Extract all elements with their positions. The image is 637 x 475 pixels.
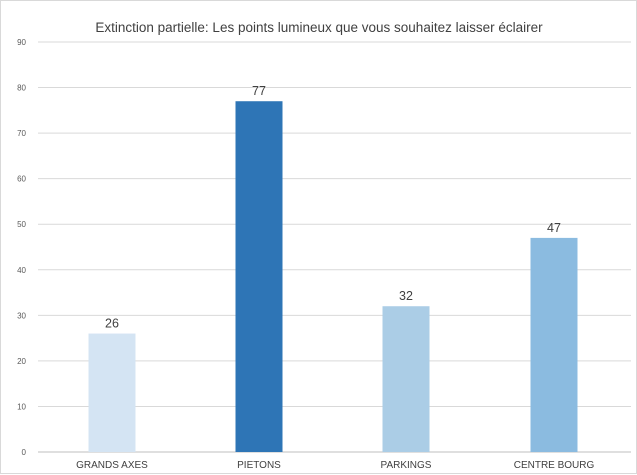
- data-label: 47: [547, 221, 561, 235]
- bar-centre-bourg: [531, 238, 578, 452]
- x-axis-ticks: GRANDS AXES PIETONS PARKINGS CENTRE BOURG: [76, 460, 594, 471]
- y-tick-label: 20: [17, 357, 26, 366]
- y-tick-label: 60: [17, 175, 26, 184]
- data-label: 26: [105, 317, 119, 331]
- data-label: 32: [399, 289, 413, 303]
- x-tick-label: PIETONS: [237, 460, 281, 471]
- y-tick-label: 0: [22, 448, 27, 457]
- y-tick-label: 80: [17, 84, 26, 93]
- y-tick-label: 50: [17, 220, 26, 229]
- x-tick-label: PARKINGS: [381, 460, 432, 471]
- bar-grands-axes: [89, 334, 136, 452]
- chart-title: Extinction partielle: Les points lumineu…: [95, 20, 543, 35]
- bars: [89, 101, 578, 452]
- x-tick-label: GRANDS AXES: [76, 460, 148, 471]
- y-tick-label: 10: [17, 402, 26, 411]
- y-tick-label: 90: [17, 38, 26, 47]
- data-label: 77: [252, 84, 266, 98]
- x-tick-label: CENTRE BOURG: [514, 460, 595, 471]
- y-tick-label: 30: [17, 311, 26, 320]
- bar-parkings: [383, 306, 430, 452]
- y-tick-label: 70: [17, 129, 26, 138]
- y-axis-ticks: 0 10 20 30 40 50 60 70 80 90: [17, 38, 26, 457]
- bar-pietons: [236, 101, 283, 452]
- data-labels: 26 77 32 47: [105, 84, 561, 330]
- y-tick-label: 40: [17, 266, 26, 275]
